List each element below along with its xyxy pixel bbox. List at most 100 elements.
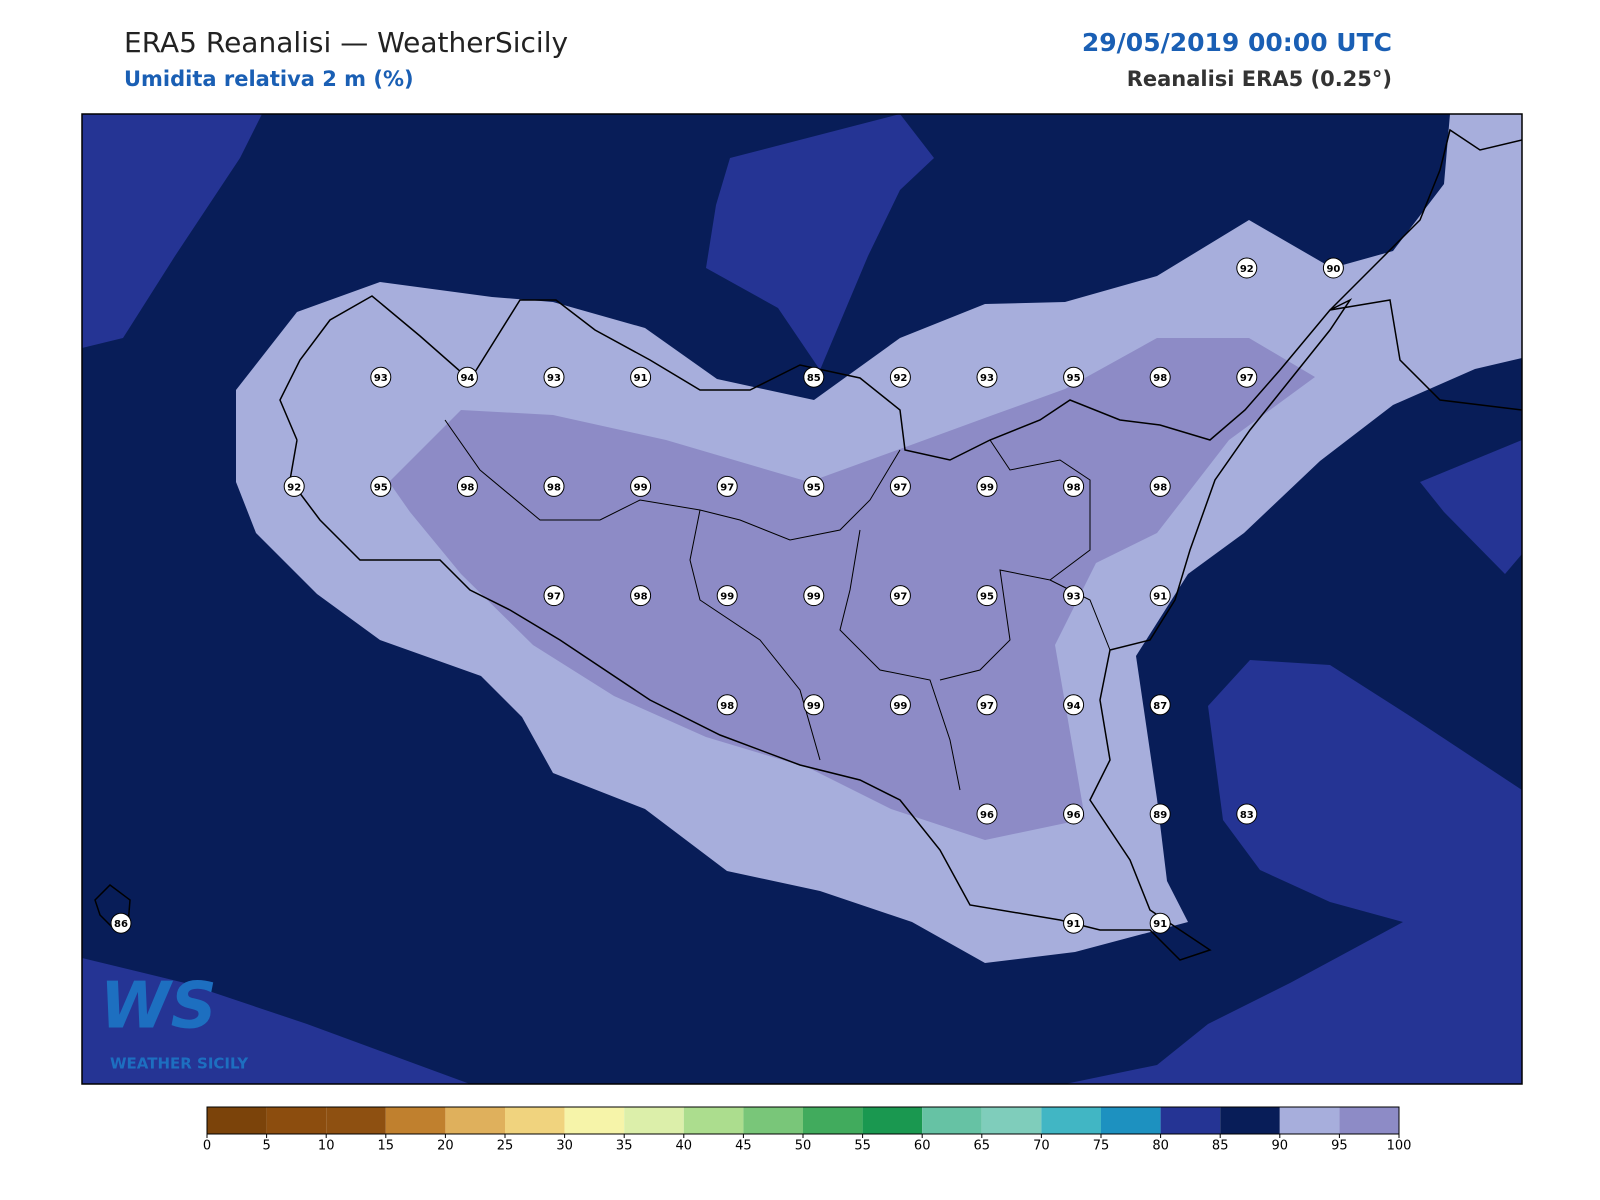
colorbar-swatch bbox=[803, 1107, 863, 1134]
colorbar-swatch bbox=[743, 1107, 803, 1134]
station-marker bbox=[1322, 257, 1344, 279]
map bbox=[82, 114, 1522, 1084]
colorbar-tick-label: 55 bbox=[854, 1139, 871, 1154]
colorbar-swatch bbox=[505, 1107, 565, 1134]
station-value: 99 bbox=[980, 482, 994, 493]
colorbar-swatch bbox=[1160, 1107, 1221, 1134]
station-marker bbox=[803, 694, 825, 716]
colorbar-swatch bbox=[1041, 1107, 1101, 1134]
station-marker bbox=[1236, 366, 1258, 388]
station-marker bbox=[976, 585, 998, 607]
station-marker bbox=[283, 475, 305, 497]
station-value: 99 bbox=[807, 701, 821, 712]
station-value: 99 bbox=[893, 701, 907, 712]
colorbar-tick-label: 5 bbox=[262, 1139, 270, 1154]
station-marker bbox=[1063, 366, 1085, 388]
station-value: 97 bbox=[893, 592, 907, 603]
station-marker bbox=[370, 366, 392, 388]
station-value: 96 bbox=[1067, 810, 1081, 821]
station-value: 98 bbox=[460, 482, 474, 493]
station-value: 97 bbox=[547, 592, 561, 603]
colorbar-swatch bbox=[1220, 1107, 1280, 1134]
colorbar-swatch bbox=[1339, 1107, 1399, 1134]
station-value: 94 bbox=[460, 373, 474, 384]
source: Reanalisi ERA5 (0.25°) bbox=[1127, 67, 1392, 91]
station-marker bbox=[1236, 803, 1258, 825]
station-value: 93 bbox=[547, 373, 561, 384]
station-marker bbox=[110, 912, 132, 934]
station-value: 92 bbox=[287, 482, 301, 493]
station-marker bbox=[803, 585, 825, 607]
station-value: 98 bbox=[720, 701, 734, 712]
station-value: 95 bbox=[807, 482, 821, 493]
station-value: 93 bbox=[1067, 592, 1081, 603]
station-value: 97 bbox=[893, 482, 907, 493]
station-value: 90 bbox=[1326, 264, 1340, 275]
colorbar-tick-label: 40 bbox=[676, 1139, 693, 1154]
colorbar-swatch bbox=[266, 1107, 327, 1134]
colorbar-tick-label: 80 bbox=[1152, 1139, 1169, 1154]
colorbar-swatch bbox=[326, 1107, 386, 1134]
province-borders bbox=[444, 419, 1111, 791]
station-value: 95 bbox=[1067, 373, 1081, 384]
station-value: 93 bbox=[980, 373, 994, 384]
colorbar-swatch bbox=[922, 1107, 982, 1134]
station-marker bbox=[1063, 475, 1085, 497]
subtitle: Umidita relativa 2 m (%) bbox=[124, 67, 414, 91]
station-value: 91 bbox=[634, 373, 648, 384]
station-marker bbox=[630, 475, 652, 497]
station-marker bbox=[1149, 585, 1171, 607]
station-value: 86 bbox=[114, 919, 128, 930]
station-marker bbox=[1149, 912, 1171, 934]
station-value: 98 bbox=[547, 482, 561, 493]
station-value: 98 bbox=[1153, 373, 1167, 384]
station-marker bbox=[543, 585, 565, 607]
station-value: 99 bbox=[634, 482, 648, 493]
station-value: 98 bbox=[1067, 482, 1081, 493]
station-value: 83 bbox=[1240, 810, 1254, 821]
colorbar-tick-label: 50 bbox=[795, 1139, 812, 1154]
station-marker bbox=[630, 366, 652, 388]
station-value: 93 bbox=[374, 373, 388, 384]
station-marker bbox=[803, 475, 825, 497]
station-value: 95 bbox=[374, 482, 388, 493]
station-marker bbox=[716, 475, 738, 497]
colorbar-swatch bbox=[445, 1107, 505, 1134]
colorbar-tick-label: 25 bbox=[497, 1139, 514, 1154]
station-value: 91 bbox=[1153, 592, 1167, 603]
colorbar-tick-label: 20 bbox=[437, 1139, 454, 1154]
station-value: 85 bbox=[807, 373, 821, 384]
colorbar: 0 5 10 15 20 25 30 35 40 45 50 55 60 65 70 75 80 85 90 95 10… bbox=[203, 1106, 1411, 1154]
station-marker bbox=[889, 475, 911, 497]
station-marker bbox=[1149, 475, 1171, 497]
station-marker bbox=[716, 585, 738, 607]
station-marker bbox=[630, 585, 652, 607]
station-marker bbox=[976, 694, 998, 716]
station-marker bbox=[889, 366, 911, 388]
station-value: 94 bbox=[1067, 701, 1081, 712]
colorbar-tick-label: 90 bbox=[1272, 1139, 1289, 1154]
colorbar-swatch bbox=[385, 1107, 446, 1134]
station-marker bbox=[1149, 803, 1171, 825]
station-marker bbox=[976, 803, 998, 825]
station-value: 98 bbox=[1153, 482, 1167, 493]
colorbar-tick-label: 15 bbox=[378, 1139, 395, 1154]
station-marker bbox=[889, 694, 911, 716]
station-marker bbox=[1063, 912, 1085, 934]
field-80-85 bbox=[82, 114, 1522, 1084]
title: ERA5 Reanalisi — WeatherSicily bbox=[124, 26, 568, 59]
date: 29/05/2019 00:00 UTC bbox=[1082, 28, 1392, 57]
station-marker bbox=[716, 694, 738, 716]
colorbar-tick-label: 95 bbox=[1331, 1139, 1348, 1154]
station-marker bbox=[976, 475, 998, 497]
colorbar-tick-label: 45 bbox=[735, 1139, 752, 1154]
station-value: 98 bbox=[634, 592, 648, 603]
station-marker bbox=[456, 475, 478, 497]
colorbar-swatch bbox=[683, 1107, 744, 1134]
station-marker bbox=[543, 366, 565, 388]
station-marker bbox=[889, 585, 911, 607]
station-marker bbox=[1236, 257, 1258, 279]
colorbar-swatch bbox=[1101, 1107, 1161, 1134]
station-value: 92 bbox=[893, 373, 907, 384]
